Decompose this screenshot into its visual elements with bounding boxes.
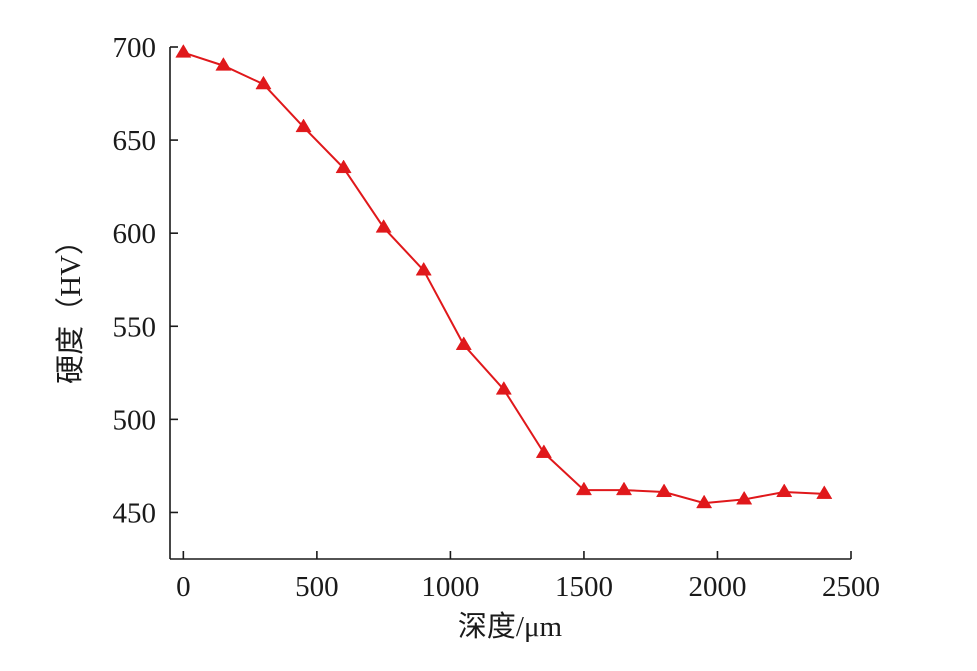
data-point-marker: [776, 483, 793, 498]
data-point-marker: [656, 483, 673, 498]
data-point-marker: [215, 57, 232, 71]
x-tick-label: 2500: [822, 571, 880, 603]
data-point-marker: [736, 490, 753, 505]
axes: [169, 47, 851, 560]
x-tick-label: 1000: [421, 571, 479, 603]
data-point-marker: [575, 481, 592, 496]
x-axis-title: 深度/μm: [458, 610, 563, 643]
data-point-marker: [255, 75, 272, 90]
y-axis-title: 硬度（HV）: [54, 226, 87, 384]
x-tick-label: 2000: [688, 571, 746, 603]
x-tick-label: 0: [176, 571, 191, 603]
x-tick-label: 500: [295, 571, 339, 603]
y-tick-label: 550: [113, 311, 157, 343]
data-point-marker: [415, 261, 432, 276]
data-point-marker: [816, 485, 833, 499]
data-point-marker: [455, 336, 472, 350]
data-point-marker: [295, 118, 312, 133]
series-line: [183, 51, 825, 505]
data-point-marker: [535, 444, 552, 458]
data-point-marker: [696, 494, 713, 509]
y-tick-label: 450: [113, 497, 157, 529]
x-ticks: 0 500 1000 1500 2000 2500: [176, 551, 880, 603]
data-point-marker: [335, 159, 352, 174]
data-point-marker: [615, 481, 633, 496]
data-point-marker: [375, 219, 392, 233]
y-tick-label: 700: [113, 32, 157, 64]
y-tick-label: 600: [113, 218, 157, 250]
data-point-marker: [495, 381, 512, 395]
y-tick-label: 650: [113, 125, 157, 157]
data-point-marker: [175, 44, 192, 58]
series-layer: [175, 44, 833, 509]
y-tick-label: 500: [113, 404, 157, 436]
x-tick-label: 1500: [555, 571, 613, 603]
y-ticks: 450 500 550 600 650 700: [113, 32, 178, 529]
